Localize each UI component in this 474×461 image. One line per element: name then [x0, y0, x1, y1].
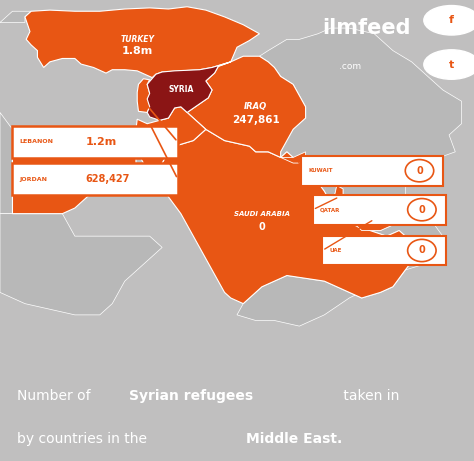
Text: 0: 0: [419, 246, 425, 255]
Text: UAE: UAE: [329, 248, 342, 253]
Polygon shape: [147, 62, 231, 120]
Polygon shape: [0, 11, 31, 23]
Polygon shape: [12, 130, 136, 213]
Text: 628,427: 628,427: [85, 174, 130, 184]
Polygon shape: [136, 107, 206, 174]
Text: 0: 0: [416, 165, 423, 176]
Polygon shape: [337, 208, 443, 270]
Text: taken in: taken in: [339, 389, 399, 403]
Text: t: t: [449, 59, 454, 70]
Polygon shape: [25, 7, 259, 77]
Text: SAUDI ARABIA: SAUDI ARABIA: [234, 211, 290, 217]
Text: by countries in the: by countries in the: [17, 431, 151, 445]
Text: TURKEY: TURKEY: [120, 35, 154, 44]
Text: f: f: [449, 15, 454, 25]
Polygon shape: [187, 56, 306, 158]
FancyBboxPatch shape: [322, 236, 446, 266]
Polygon shape: [0, 213, 162, 315]
Text: JORDAN: JORDAN: [19, 177, 47, 182]
Text: QATAR: QATAR: [320, 207, 340, 212]
Polygon shape: [281, 152, 306, 163]
Text: 0: 0: [259, 222, 265, 232]
FancyBboxPatch shape: [313, 195, 446, 225]
Polygon shape: [237, 270, 405, 326]
Text: KUWAIT: KUWAIT: [308, 168, 333, 173]
Text: LEBANON: LEBANON: [19, 139, 53, 144]
Circle shape: [424, 6, 474, 35]
Text: 1.2m: 1.2m: [85, 137, 117, 147]
FancyBboxPatch shape: [301, 156, 443, 186]
Text: SYRIA: SYRIA: [168, 85, 193, 95]
Text: 133,000: 133,000: [34, 186, 78, 196]
Polygon shape: [343, 208, 405, 230]
Text: 0: 0: [419, 205, 425, 215]
Text: ilmfeed: ilmfeed: [322, 18, 410, 38]
Text: 247,861: 247,861: [232, 115, 280, 125]
Circle shape: [424, 50, 474, 79]
FancyBboxPatch shape: [12, 126, 178, 158]
Text: .com: .com: [339, 62, 361, 71]
Text: EGYPT: EGYPT: [42, 170, 70, 179]
Polygon shape: [156, 130, 418, 304]
Text: Syrian refugees: Syrian refugees: [129, 389, 253, 403]
Polygon shape: [0, 112, 12, 213]
Polygon shape: [137, 79, 150, 112]
Polygon shape: [334, 186, 343, 208]
FancyBboxPatch shape: [12, 163, 178, 195]
Text: IRAQ: IRAQ: [244, 102, 267, 112]
Text: Middle East.: Middle East.: [246, 431, 343, 445]
Text: 1.8m: 1.8m: [122, 46, 153, 56]
Text: Number of: Number of: [17, 389, 95, 403]
Polygon shape: [259, 28, 462, 236]
